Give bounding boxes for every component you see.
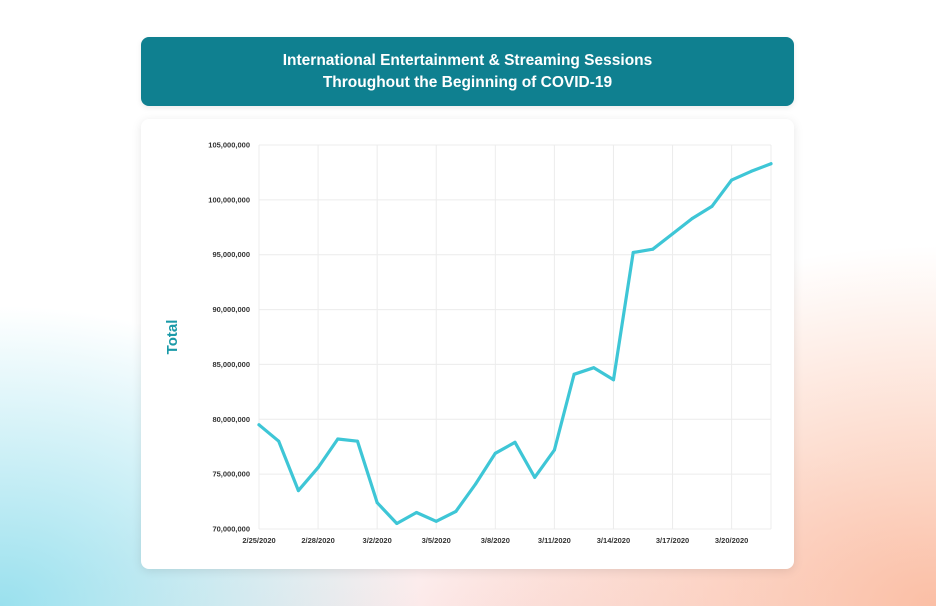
data-point <box>533 475 537 479</box>
y-tick-label: 95,000,000 <box>212 250 250 259</box>
data-point <box>769 162 773 166</box>
data-point <box>316 466 320 470</box>
y-tick-label: 100,000,000 <box>208 195 250 204</box>
data-point <box>257 423 261 427</box>
x-tick-label: 3/14/2020 <box>597 536 630 545</box>
x-tick-label: 3/2/2020 <box>363 536 392 545</box>
data-point <box>395 522 399 525</box>
x-tick-label: 3/11/2020 <box>538 536 571 545</box>
y-tick-label: 85,000,000 <box>212 360 250 369</box>
data-point <box>631 251 635 254</box>
y-axis-tick-labels: 70,000,000 75,000,000 80,000,000 85,000,000… <box>208 141 250 534</box>
data-point <box>454 509 458 513</box>
x-tick-label: 3/5/2020 <box>422 536 451 545</box>
x-tick-label: 3/8/2020 <box>481 536 510 545</box>
y-tick-label: 90,000,000 <box>212 305 250 314</box>
data-point <box>651 247 655 251</box>
chart-card: 70,000,000 75,000,000 80,000,000 85,000,000… <box>141 119 794 569</box>
data-point <box>474 482 478 486</box>
chart-title-banner: International Entertainment & Streaming … <box>141 37 794 106</box>
data-point <box>513 440 517 444</box>
data-point <box>415 511 418 514</box>
data-point <box>277 439 281 443</box>
data-point <box>434 519 438 523</box>
data-point <box>671 232 674 236</box>
data-point <box>356 439 359 443</box>
data-point <box>592 366 596 370</box>
chart-title-line-2: Throughout the Beginning of COVID-19 <box>322 73 613 91</box>
data-point <box>336 437 340 441</box>
data-point <box>375 501 379 505</box>
x-tick-label: 2/25/2020 <box>242 536 275 545</box>
y-tick-label: 105,000,000 <box>208 141 250 150</box>
y-tick-label: 75,000,000 <box>212 470 250 479</box>
data-point <box>572 372 576 376</box>
data-point <box>730 178 734 182</box>
data-points <box>257 162 773 525</box>
x-axis-tick-labels: 2/25/2020 2/28/2020 3/2/2020 3/5/2020 3/8/20… <box>242 536 748 545</box>
y-tick-label: 70,000,000 <box>212 525 250 534</box>
data-point <box>612 378 615 382</box>
y-axis-title: Total <box>164 320 181 355</box>
line-chart: 70,000,000 75,000,000 80,000,000 85,000,000… <box>164 141 773 545</box>
chart-title-line-1: International Entertainment & Streaming … <box>282 51 653 69</box>
x-tick-label: 3/17/2020 <box>656 536 689 545</box>
data-point <box>552 448 556 452</box>
series-line <box>257 162 773 526</box>
data-point <box>710 204 714 208</box>
data-point <box>493 451 497 455</box>
data-point <box>296 489 300 493</box>
x-tick-label: 3/20/2020 <box>715 536 748 545</box>
data-point <box>749 169 753 173</box>
chart-grid <box>258 144 772 530</box>
data-point <box>690 217 694 220</box>
x-tick-label: 2/28/2020 <box>301 536 334 545</box>
y-tick-label: 80,000,000 <box>212 415 250 424</box>
